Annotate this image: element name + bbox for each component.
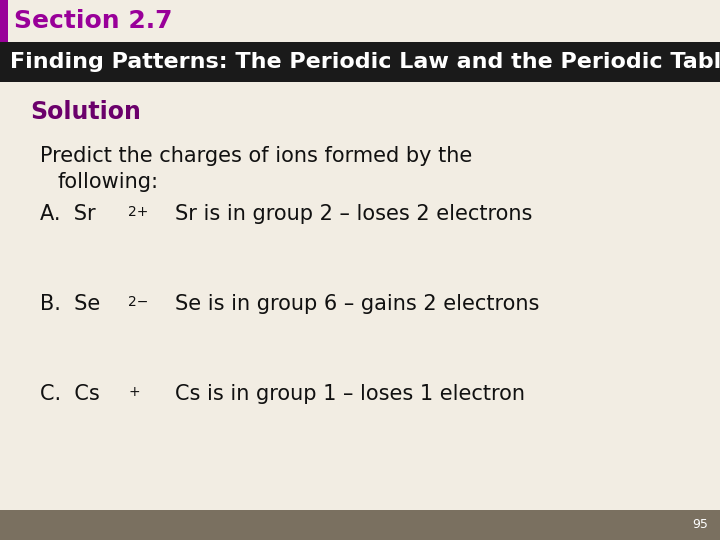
Text: 95: 95 [692,518,708,531]
Text: Sr is in group 2 – loses 2 electrons: Sr is in group 2 – loses 2 electrons [175,204,532,224]
Text: A.  Sr: A. Sr [40,204,96,224]
Text: B.  Se: B. Se [40,294,100,314]
Text: Section 2.7: Section 2.7 [14,9,173,33]
Bar [0,510,720,540]
Bar [0,0,8,42]
Text: Cs is in group 1 – loses 1 electron: Cs is in group 1 – loses 1 electron [175,384,525,404]
Text: C.  Cs: C. Cs [40,384,100,404]
Text: 2−: 2− [128,295,148,309]
Text: +: + [128,385,140,399]
Text: 2+: 2+ [128,205,148,219]
Text: following:: following: [58,172,159,192]
Text: Solution: Solution [30,100,141,124]
Text: Predict the charges of ions formed by the: Predict the charges of ions formed by th… [40,146,472,166]
Text: Finding Patterns: The Periodic Law and the Periodic Table: Finding Patterns: The Periodic Law and t… [10,52,720,72]
Bar [0,42,720,82]
Text: Se is in group 6 – gains 2 electrons: Se is in group 6 – gains 2 electrons [175,294,539,314]
